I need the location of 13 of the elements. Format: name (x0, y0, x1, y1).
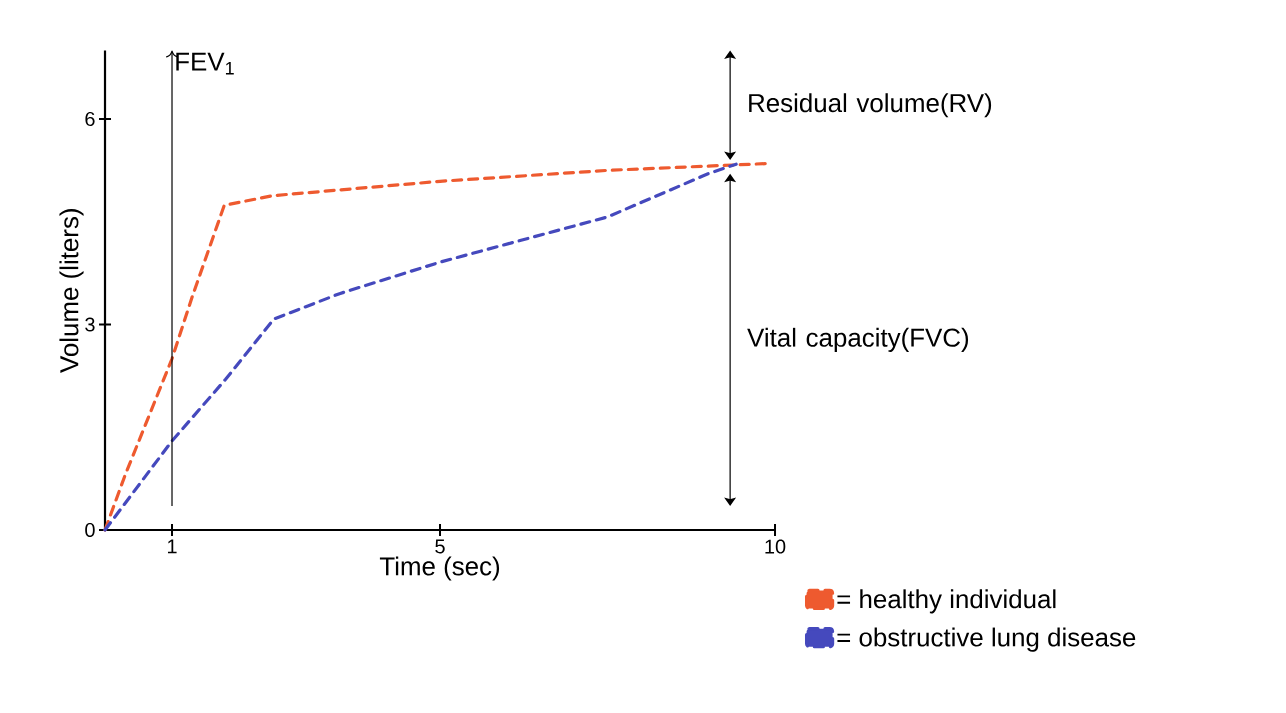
annotation: Vital capacity(FVC) (747, 327, 969, 352)
legend-label: = obstructive lung disease (837, 627, 1136, 652)
x-axis-title: Time (sec) (379, 556, 500, 581)
y-tick-label: 6 (85, 111, 95, 127)
annotation: Residual volume(RV) (749, 93, 992, 118)
y-tick-label: 0 (85, 522, 95, 538)
ref-line-label: FEV$_{1}$ (176, 52, 234, 75)
y-axis-title: Volume (liters) (59, 209, 84, 373)
y-tick-label: 3 (85, 317, 95, 332)
legend-label: = healthy individual (837, 589, 1056, 614)
x-tick-label: 1 (167, 539, 177, 554)
x-tick-label: 10 (765, 539, 786, 554)
x-tick-label: 5 (435, 539, 445, 554)
